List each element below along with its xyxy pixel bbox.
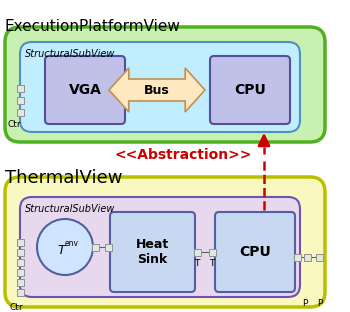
Bar bbox=[16, 269, 23, 275]
Bar bbox=[16, 279, 23, 285]
Text: VGA: VGA bbox=[69, 83, 102, 97]
FancyBboxPatch shape bbox=[20, 42, 300, 132]
Bar bbox=[16, 248, 23, 256]
Bar bbox=[16, 109, 23, 115]
Text: Ctr: Ctr bbox=[8, 120, 22, 129]
Text: T: T bbox=[209, 260, 215, 269]
Text: Bus: Bus bbox=[144, 84, 170, 96]
Text: T: T bbox=[194, 260, 200, 269]
Bar bbox=[194, 248, 201, 256]
Text: <<Abstraction>>: <<Abstraction>> bbox=[115, 148, 252, 162]
Text: StructuralSubView: StructuralSubView bbox=[25, 204, 116, 214]
Text: Heat
Sink: Heat Sink bbox=[136, 238, 169, 266]
Text: T: T bbox=[57, 245, 65, 257]
Bar bbox=[315, 253, 322, 261]
Text: CPU: CPU bbox=[234, 83, 266, 97]
Text: CPU: CPU bbox=[239, 245, 271, 259]
Bar bbox=[91, 243, 98, 251]
FancyBboxPatch shape bbox=[215, 212, 295, 292]
Bar bbox=[16, 279, 23, 285]
Text: Ctr: Ctr bbox=[9, 303, 23, 312]
Text: P: P bbox=[317, 300, 323, 309]
Bar bbox=[294, 253, 301, 261]
Bar bbox=[209, 248, 216, 256]
Text: ThermalView: ThermalView bbox=[5, 169, 122, 187]
Polygon shape bbox=[109, 68, 205, 112]
Bar bbox=[105, 243, 112, 251]
Bar bbox=[16, 289, 23, 295]
FancyBboxPatch shape bbox=[210, 56, 290, 124]
FancyBboxPatch shape bbox=[5, 27, 325, 142]
Bar bbox=[16, 238, 23, 246]
Text: P: P bbox=[302, 300, 308, 309]
Bar bbox=[16, 259, 23, 266]
Circle shape bbox=[37, 219, 93, 275]
Bar bbox=[303, 253, 310, 261]
Text: StructuralSubView: StructuralSubView bbox=[25, 49, 116, 59]
FancyBboxPatch shape bbox=[110, 212, 195, 292]
FancyBboxPatch shape bbox=[45, 56, 125, 124]
Text: env: env bbox=[65, 238, 79, 247]
FancyBboxPatch shape bbox=[5, 177, 325, 307]
Bar bbox=[16, 85, 23, 91]
Bar bbox=[16, 96, 23, 104]
FancyBboxPatch shape bbox=[20, 197, 300, 297]
Text: ExecutionPlatformView: ExecutionPlatformView bbox=[5, 19, 181, 34]
